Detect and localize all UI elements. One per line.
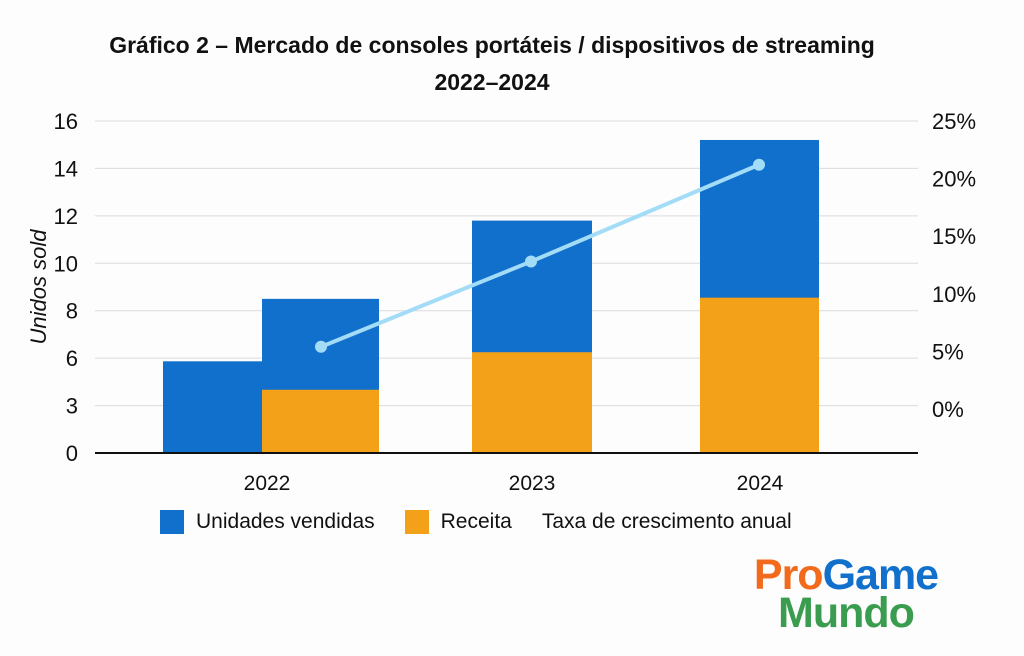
y2-tick-label: 15% [932, 224, 976, 249]
y-tick-label: 14 [54, 156, 78, 181]
chart-title: Gráfico 2 – Mercado de consoles portátei… [109, 32, 875, 58]
y-tick-label: 12 [54, 204, 78, 229]
point-growth-2022 [315, 340, 327, 353]
bar-revenue-2023 [472, 352, 592, 453]
point-growth-2023 [525, 255, 537, 268]
bar-revenue-2022 [262, 389, 379, 453]
y2-tick-label: 20% [932, 167, 976, 192]
x-tick-label: 2023 [509, 472, 556, 495]
y2-tick-label: 0% [932, 397, 964, 422]
y-axis-label: Unidos sold [26, 229, 51, 345]
legend: Unidades vendidas Receita Taxa de cresci… [160, 510, 822, 534]
legend-label-revenue: Receita [440, 510, 512, 533]
logo-mundo: Mundo [778, 589, 915, 637]
bar-extra-2022 [163, 361, 262, 453]
legend-item-growth: Taxa de crescimento anual [542, 510, 792, 534]
legend-item-revenue: Receita [404, 510, 512, 534]
y2-tick-label: 10% [932, 282, 976, 307]
y2-tick-label: 25% [932, 109, 976, 134]
legend-swatch-units [160, 510, 184, 534]
y-tick-label: 6 [66, 346, 78, 371]
progame-mundo-logo: ProGame Mundo [736, 554, 956, 635]
logo-pro: Pro [753, 551, 824, 599]
x-tick-label: 2024 [737, 472, 784, 495]
y-tick-label: 16 [54, 109, 78, 134]
chart-subtitle: 2022–2024 [434, 69, 550, 95]
legend-swatch-revenue [404, 510, 429, 534]
bar-revenue-2024 [700, 297, 819, 453]
x-tick-label: 2022 [244, 472, 291, 495]
y-tick-label: 10 [54, 251, 78, 276]
logo-game: Game [822, 551, 940, 599]
legend-label-growth: Taxa de crescimento anual [541, 510, 792, 533]
y-tick-label: 3 [66, 394, 78, 419]
legend-item-units: Unidades vendidas [160, 510, 375, 534]
y2-tick-label: 5% [932, 339, 964, 364]
legend-label-units: Unidades vendidas [196, 510, 375, 533]
y-tick-label: 8 [66, 299, 78, 324]
y-tick-label: 0 [66, 441, 78, 466]
point-growth-2024 [753, 158, 765, 171]
